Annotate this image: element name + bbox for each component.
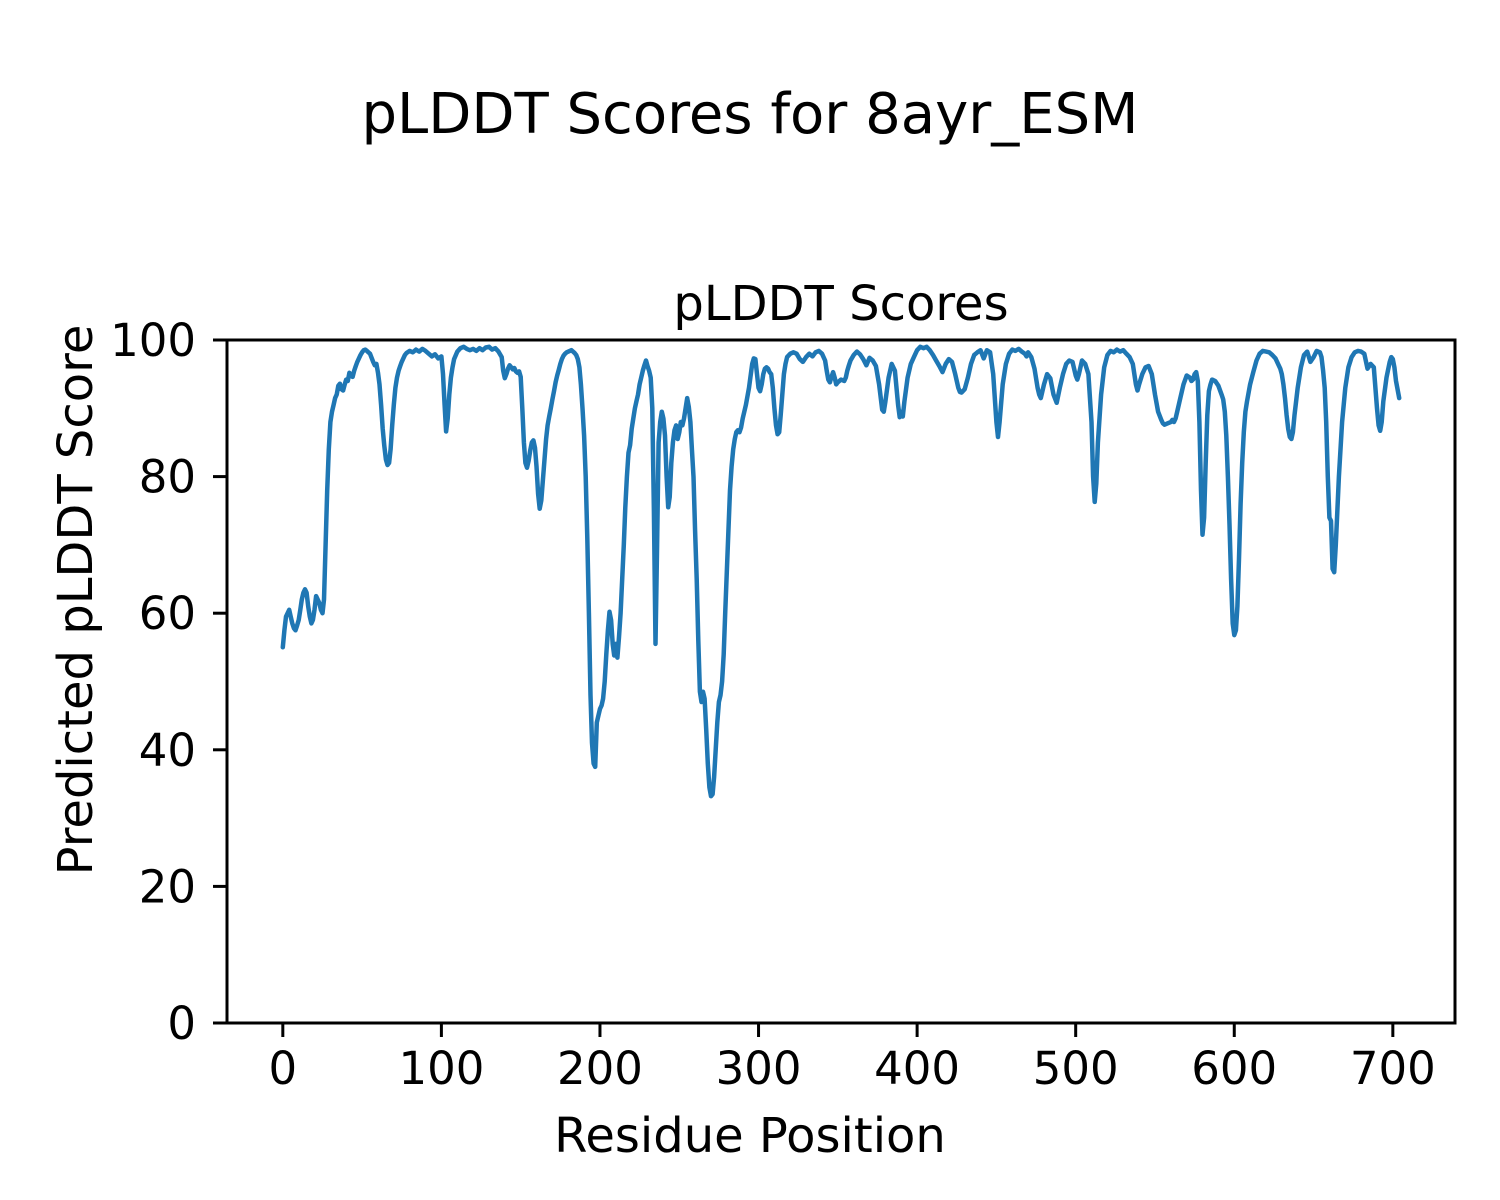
x-tick-label: 100 <box>398 1042 484 1095</box>
y-tick-label: 60 <box>139 587 196 640</box>
x-tick-label: 600 <box>1191 1042 1277 1095</box>
y-tick-label: 40 <box>139 724 196 777</box>
figure-title: pLDDT Scores for 8ayr_ESM <box>362 82 1139 147</box>
x-tick-label: 0 <box>268 1042 297 1095</box>
y-axis-label: Predicted pLDDT Score <box>48 325 104 876</box>
plddt-score-line <box>280 344 1402 799</box>
y-axis-ticks: 0 20 40 60 80 100 <box>110 314 226 1050</box>
x-tick-label: 200 <box>557 1042 643 1095</box>
y-tick-label: 0 <box>167 997 196 1050</box>
x-tick-label: 300 <box>716 1042 802 1095</box>
x-tick-label: 700 <box>1350 1042 1436 1095</box>
x-axis-ticks: 0 100 200 300 400 500 600 700 <box>268 1024 1436 1095</box>
x-tick-label: 400 <box>874 1042 960 1095</box>
x-tick-label: 500 <box>1033 1042 1119 1095</box>
plot-border <box>225 338 1457 1025</box>
y-tick-label: 20 <box>139 860 196 913</box>
x-axis-label: Residue Position <box>554 1108 946 1164</box>
y-tick-label: 80 <box>139 451 196 504</box>
axes-title: pLDDT Scores <box>673 276 1008 332</box>
y-tick-label: 100 <box>110 314 196 367</box>
